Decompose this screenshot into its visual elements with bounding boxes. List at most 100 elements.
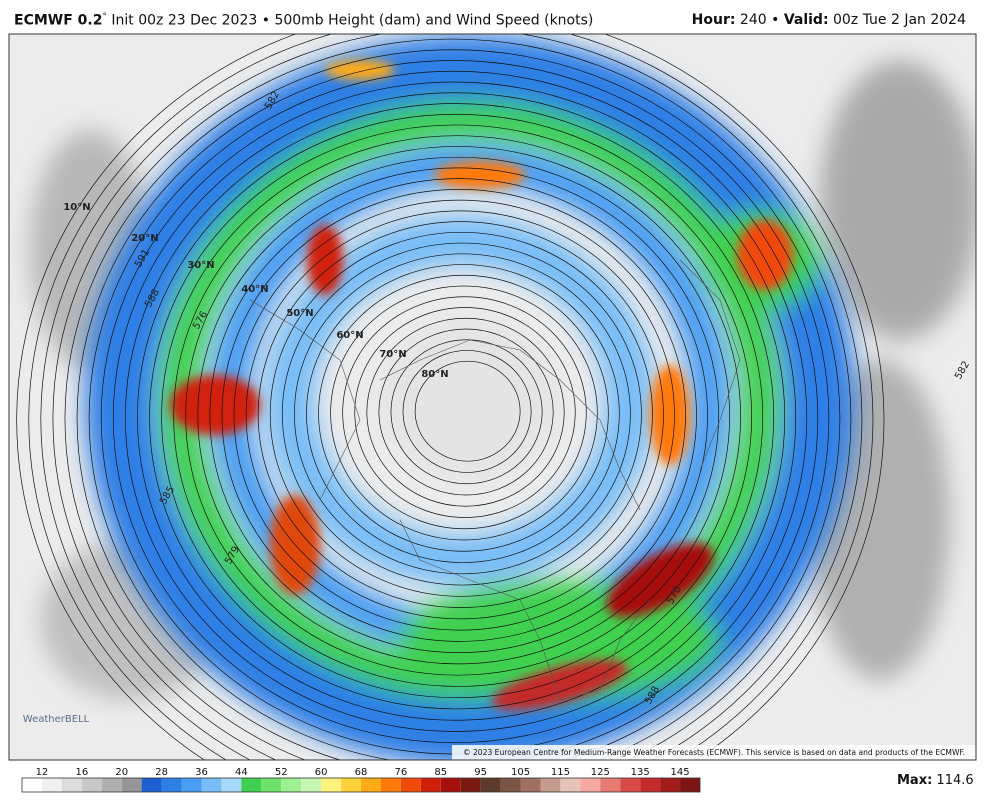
colorbar-swatch	[380, 778, 401, 792]
latitude-label: 30°N	[187, 260, 214, 271]
height-contours	[16, 34, 885, 760]
contour-line	[137, 113, 775, 721]
colorbar-swatch	[440, 778, 461, 792]
contour-line	[366, 317, 565, 507]
contour-line	[16, 34, 885, 760]
valid: 00z Tue 2 Jan 2024	[828, 12, 966, 28]
colorbar-tick-label: 20	[115, 767, 128, 778]
contour-line	[209, 178, 708, 653]
contour-line	[112, 92, 797, 744]
latitude-label: 60°N	[336, 330, 363, 341]
contour-line	[402, 350, 532, 473]
colorbar-tick-label: 68	[355, 767, 368, 778]
colorbar-tick-label: 76	[395, 767, 408, 778]
contour-line	[76, 60, 830, 760]
colorbar-swatch	[420, 778, 441, 792]
colorbar-swatch	[620, 778, 641, 792]
colorbar-tick-label: 44	[235, 767, 248, 778]
colorbar-swatch	[480, 778, 501, 792]
contour-line	[281, 242, 642, 586]
latitude-label: 80°N	[421, 369, 448, 380]
contour-line	[173, 146, 741, 687]
logo: WeatherBELL	[23, 714, 90, 725]
contour-line	[197, 167, 719, 665]
contour-line	[28, 34, 874, 760]
contour-line	[124, 103, 786, 732]
colorbar-swatch	[281, 778, 302, 792]
colorbar-tick-label: 115	[551, 767, 570, 778]
coastlines	[249, 259, 741, 701]
colorbar-tick-label: 105	[511, 767, 530, 778]
colorbar-swatch	[580, 778, 601, 792]
contour-line	[330, 285, 598, 541]
colorbar-swatch	[41, 778, 62, 792]
colorbar-tick-label: 16	[75, 767, 88, 778]
contour-line	[414, 360, 521, 462]
colorbar-swatch	[261, 778, 282, 792]
colorbar-tick-label: 145	[671, 767, 690, 778]
contour-line	[318, 274, 609, 552]
colorbar-tick-label: 12	[36, 767, 49, 778]
colorbar-swatch	[540, 778, 561, 792]
contour-line	[257, 221, 664, 608]
model: ECMWF 0.2	[14, 12, 103, 29]
colorbar-swatch	[680, 778, 700, 792]
colorbar-swatch	[321, 778, 342, 792]
colorbar-swatch	[61, 778, 82, 792]
colorbar-swatch	[301, 778, 322, 792]
colorbar-tick-label: 85	[434, 767, 447, 778]
contour-line	[245, 210, 675, 620]
colorbar-swatch	[500, 778, 521, 792]
hour-label: Hour:	[691, 12, 736, 28]
contour-line	[306, 264, 620, 563]
header-right: Hour: 240 • Valid: 00z Tue 2 Jan 2024	[692, 12, 966, 28]
contour-line	[354, 307, 576, 518]
colorbar-swatch	[560, 778, 581, 792]
colorbar-tick-label: 135	[631, 767, 650, 778]
colorbar-swatch	[361, 778, 381, 792]
contour-line	[161, 135, 753, 699]
colorbar-swatch	[22, 778, 42, 792]
latitude-label: 40°N	[241, 284, 268, 295]
degree: °	[102, 12, 107, 22]
colorbar-frame	[21, 777, 701, 793]
header-left: ECMWF 0.2° Init 00z 23 Dec 2023 • 500mb …	[14, 12, 593, 29]
colorbar-swatch	[221, 778, 242, 792]
colorbar-tick-label: 28	[155, 767, 168, 778]
colorbar-swatch	[241, 778, 262, 792]
contour-line	[52, 38, 852, 760]
contour-line	[233, 199, 686, 631]
contour-line	[149, 124, 764, 710]
latitude-label: 20°N	[131, 233, 158, 244]
contour-line	[185, 156, 730, 676]
contour-line	[294, 253, 631, 575]
colorbar-swatch	[161, 778, 182, 792]
contour-line	[64, 49, 841, 760]
contour-line	[269, 231, 653, 597]
colorbar-swatch	[660, 778, 681, 792]
contour-line	[390, 339, 543, 485]
contour-line	[40, 34, 863, 760]
colorbar-swatch	[460, 778, 481, 792]
colorbar-tick-label: 125	[591, 767, 610, 778]
latitude-label: 50°N	[286, 308, 313, 319]
contour-line	[378, 328, 554, 496]
colorbar-swatch	[121, 778, 142, 792]
contour-line	[88, 71, 819, 760]
colorbar-tick-label: 60	[315, 767, 328, 778]
latitude-label: 70°N	[379, 349, 406, 360]
colorbar-swatch	[341, 778, 361, 792]
max-number: 114.6	[932, 773, 973, 788]
colorbar-swatch	[400, 778, 421, 792]
valid-label: Valid:	[783, 12, 829, 28]
colorbar-swatch	[201, 778, 222, 792]
copyright: © 2023 European Centre for Medium-Range …	[463, 748, 965, 757]
max-label: Max:	[897, 773, 932, 788]
colorbar-swatch	[640, 778, 661, 792]
colorbar-swatch	[600, 778, 621, 792]
hour: 240 •	[735, 12, 784, 28]
subtitle: Init 00z 23 Dec 2023 • 500mb Height (dam…	[106, 12, 594, 29]
contour-line	[221, 189, 697, 642]
latitude-label: 10°N	[63, 202, 90, 213]
